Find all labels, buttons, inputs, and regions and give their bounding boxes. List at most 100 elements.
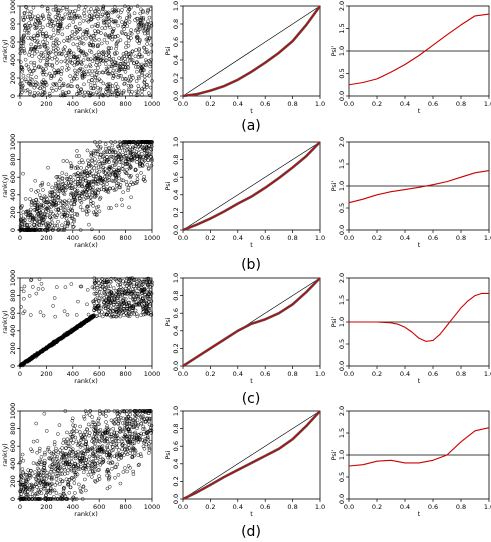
scatter-point [141, 288, 146, 292]
scatter-point [48, 190, 52, 195]
scatter-point [122, 296, 126, 301]
scatter-point [145, 50, 149, 54]
scatter-point [60, 472, 64, 476]
scatter-point [124, 45, 128, 50]
scatter-point [117, 448, 121, 452]
scatter-point [44, 67, 48, 71]
scatter-point [114, 72, 118, 77]
scatter-point [82, 14, 87, 18]
scatter-point [24, 488, 28, 492]
x-axis-title: rank(x) [74, 107, 97, 115]
scatter-point [63, 188, 68, 193]
scatter-point [138, 279, 142, 284]
scatter-point [54, 464, 59, 468]
scatter-point [102, 21, 106, 25]
scatter-point [64, 441, 69, 445]
scatter-point [142, 140, 147, 144]
scatter-point [79, 49, 83, 54]
y-tick-label: 200 [9, 342, 17, 354]
scatter-point [103, 306, 108, 310]
scatter-point [34, 23, 38, 27]
scatter-point [56, 228, 60, 232]
scatter-point [115, 445, 119, 450]
scatter-point [42, 476, 47, 481]
scatter-point [105, 150, 110, 154]
scatter-point [61, 83, 66, 88]
scatter-point [21, 470, 25, 475]
scatter-point [66, 181, 71, 186]
scatter-point [32, 51, 37, 56]
scatter-point [115, 462, 120, 467]
scatter-point [113, 163, 117, 168]
scatter-point [72, 202, 77, 206]
scatter-point [109, 290, 113, 294]
scatter-point [118, 410, 122, 414]
scatter-point [24, 5, 29, 10]
scatter-point [116, 283, 120, 287]
scatter-point [29, 17, 33, 22]
x-tick-label: 400 [67, 100, 79, 108]
scatter-point [45, 61, 49, 65]
scatter-point [69, 79, 74, 84]
scatter-point [63, 212, 67, 217]
scatter-point [145, 417, 150, 421]
scatter-point [108, 25, 112, 30]
scatter-point [115, 168, 119, 172]
scatter-point [35, 461, 39, 466]
scatter-point [35, 212, 40, 216]
scatter-point [35, 16, 40, 21]
scatter-point [71, 495, 76, 500]
scatter-point [117, 417, 121, 421]
y-tick-label: 800 [9, 153, 17, 165]
scatter-point [144, 22, 149, 27]
scatter-point [70, 36, 74, 41]
x-tick-label: 0.4 [400, 503, 410, 511]
scatter-point [143, 279, 147, 284]
scatter-point [131, 298, 136, 302]
scatter-point [88, 199, 93, 204]
scatter-point [104, 66, 109, 71]
y-tick-label: 0.4 [172, 190, 180, 200]
scatter-point [76, 91, 81, 95]
scatter-point [133, 54, 138, 59]
scatter-point [65, 176, 69, 181]
x-tick-label: 0.4 [400, 370, 410, 378]
scatter-point [24, 63, 29, 67]
scatter-point [110, 92, 115, 97]
scatter-point [137, 86, 141, 91]
scatter-point [30, 54, 34, 58]
scatter-point [100, 449, 104, 453]
scatter-point [84, 52, 89, 57]
scatter-point [95, 285, 100, 290]
scatter-point [77, 482, 81, 487]
scatter-point [88, 63, 92, 67]
scatter-point [50, 196, 55, 200]
scatter-point [34, 478, 39, 482]
scatter-point [95, 279, 99, 283]
scatter-point [110, 440, 115, 445]
scatter-point [58, 51, 62, 55]
scatter-point [39, 52, 44, 57]
scatter-point [71, 225, 75, 229]
scatter-point [138, 143, 142, 147]
scatter-point [79, 443, 84, 448]
x-axis-title: t [418, 107, 421, 115]
scatter-point [24, 476, 28, 481]
x-tick-label: 400 [67, 503, 79, 511]
scatter-point [149, 291, 154, 296]
scatter-point [38, 458, 42, 463]
scatter-point [51, 212, 55, 216]
scatter-point [78, 433, 83, 437]
scatter-point [42, 91, 47, 95]
scatter-point [92, 479, 97, 483]
scatter-point [37, 449, 42, 453]
scatter-point [85, 447, 90, 452]
scatter-point [26, 26, 30, 31]
scatter-point [76, 7, 81, 11]
scatter-point [117, 452, 121, 457]
scatter-point [44, 83, 49, 87]
scatter-point [95, 293, 100, 298]
scatter-point [130, 455, 135, 459]
x-axis-title: rank(x) [74, 241, 97, 249]
